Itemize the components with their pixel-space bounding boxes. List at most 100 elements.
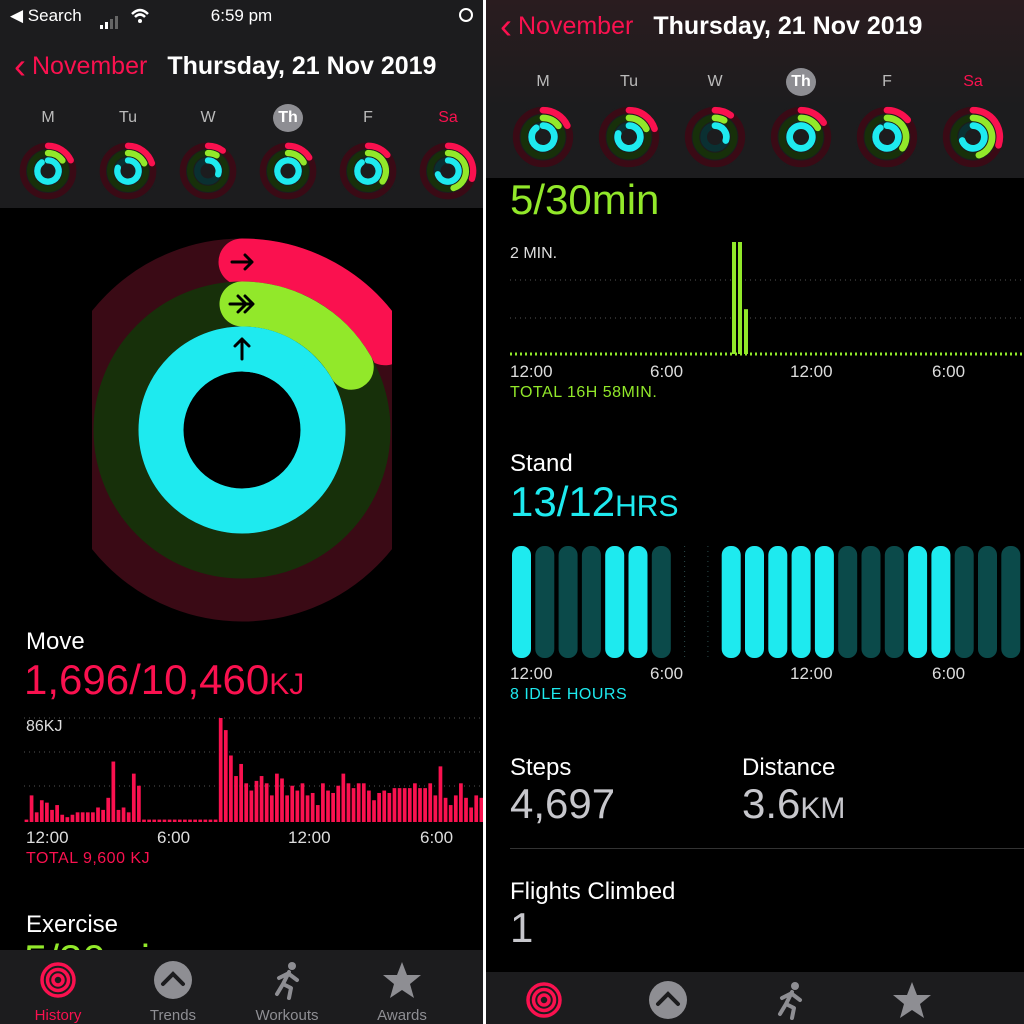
move-bar bbox=[55, 805, 59, 822]
day-label: F bbox=[882, 73, 892, 90]
exercise-value: 5/30min bbox=[510, 176, 660, 223]
move-bar bbox=[453, 795, 458, 822]
stand-hour-bar bbox=[814, 546, 834, 658]
tab-workouts-right[interactable] bbox=[740, 980, 840, 1024]
tab-trends[interactable]: Trends bbox=[123, 960, 223, 1024]
move-bar bbox=[177, 819, 182, 822]
chevron-left-icon[interactable]: ‹ bbox=[500, 5, 512, 46]
stand-tick-2: 6:00 bbox=[650, 664, 684, 683]
stand-hour-bar bbox=[605, 546, 625, 658]
exercise-bar bbox=[744, 309, 748, 354]
move-bar bbox=[407, 788, 412, 822]
exercise-ring-progress bbox=[444, 149, 470, 192]
move-bar bbox=[24, 819, 29, 822]
date-header: ‹ November Thursday, 21 Nov 2019 M Tu W Th F… bbox=[0, 32, 483, 208]
move-bar bbox=[418, 788, 422, 822]
stand-hour-bar bbox=[512, 546, 531, 658]
tab-history-right[interactable] bbox=[494, 980, 594, 1024]
stand-idle-bar bbox=[838, 546, 858, 658]
stand-ring-overlap bbox=[219, 326, 306, 383]
exercise-bar bbox=[732, 242, 736, 354]
tab-awards[interactable]: Awards bbox=[352, 960, 452, 1024]
day-th[interactable]: Th bbox=[758, 68, 844, 170]
signal-icon bbox=[100, 9, 120, 29]
orientation-lock-icon bbox=[459, 8, 473, 22]
back-month-button[interactable]: November bbox=[32, 51, 148, 80]
day-tu[interactable]: Tu bbox=[88, 104, 168, 202]
move-ring-progress bbox=[364, 142, 391, 159]
move-bar bbox=[234, 776, 238, 822]
move-bar bbox=[326, 790, 330, 822]
move-bar bbox=[39, 800, 44, 822]
stand-ring-progress bbox=[114, 157, 142, 185]
move-value: 1,696/10,460KJ bbox=[24, 656, 305, 703]
move-total: TOTAL 9,600 KJ bbox=[26, 850, 151, 867]
move-bar bbox=[183, 819, 187, 822]
date-title: Thursday, 21 Nov 2019 bbox=[167, 51, 437, 80]
day-w[interactable]: W bbox=[168, 104, 248, 202]
back-to-search-link[interactable]: ◀ Search bbox=[10, 6, 82, 25]
move-bar bbox=[331, 792, 335, 822]
activity-rings[interactable] bbox=[92, 234, 392, 624]
day-w[interactable]: W bbox=[672, 68, 758, 170]
stand-hour-bar bbox=[791, 546, 811, 658]
day-th[interactable]: Th bbox=[248, 104, 328, 202]
move-bar bbox=[469, 807, 473, 822]
move-bar bbox=[147, 819, 151, 822]
move-bar bbox=[459, 783, 463, 822]
move-bar bbox=[356, 783, 361, 822]
move-bar bbox=[438, 766, 443, 822]
exercise-ring-progress bbox=[969, 114, 996, 159]
move-bar bbox=[259, 776, 264, 822]
move-bar bbox=[315, 805, 320, 822]
day-f[interactable]: F bbox=[844, 68, 930, 170]
move-tick-4: 6:00 bbox=[420, 828, 454, 847]
move-ring-progress bbox=[444, 142, 477, 182]
day-f[interactable]: F bbox=[328, 104, 408, 202]
move-bar bbox=[377, 792, 381, 822]
move-bar bbox=[162, 819, 167, 822]
day-tu[interactable]: Tu bbox=[586, 68, 672, 170]
move-bar bbox=[423, 788, 427, 822]
move-bar bbox=[239, 763, 243, 822]
move-bar bbox=[295, 790, 300, 822]
move-bar bbox=[346, 783, 351, 822]
move-bar bbox=[131, 773, 136, 822]
stand-unit: HRS bbox=[615, 490, 679, 523]
move-bar bbox=[387, 792, 392, 822]
tab-trends-right[interactable] bbox=[618, 980, 718, 1024]
day-rings-icon bbox=[855, 105, 919, 169]
running-figure-icon bbox=[778, 982, 802, 1020]
back-month-button-right[interactable]: November bbox=[518, 11, 634, 40]
stand-ring-progress bbox=[958, 122, 988, 152]
move-ring-progress bbox=[539, 106, 571, 129]
move-bar bbox=[213, 819, 218, 822]
tab-history[interactable]: History bbox=[8, 960, 108, 1024]
tab-workouts[interactable]: Workouts bbox=[237, 960, 337, 1024]
chevron-left-icon[interactable]: ‹ bbox=[14, 45, 26, 86]
move-bar bbox=[157, 819, 162, 822]
move-chart bbox=[24, 717, 483, 822]
move-bar bbox=[305, 795, 310, 822]
day-sa[interactable]: Sa bbox=[408, 104, 483, 202]
move-ring-progress bbox=[204, 142, 226, 154]
move-ring-progress bbox=[44, 142, 74, 164]
move-bar bbox=[397, 788, 402, 822]
stand-ring-progress bbox=[528, 122, 558, 152]
move-bar bbox=[229, 755, 233, 822]
day-m[interactable]: M bbox=[8, 104, 88, 202]
move-title: Move bbox=[26, 628, 85, 655]
move-ring-progress bbox=[625, 106, 658, 133]
move-bar bbox=[101, 809, 105, 822]
move-bar bbox=[85, 812, 90, 822]
move-ymax-label: 86KJ bbox=[26, 718, 63, 735]
stand-idle-bar bbox=[978, 546, 997, 658]
day-sa[interactable]: Sa bbox=[930, 68, 1016, 170]
move-bar bbox=[264, 783, 269, 822]
exercise-tick-2: 6:00 bbox=[650, 362, 684, 381]
day-m[interactable]: M bbox=[500, 68, 586, 170]
move-bar bbox=[152, 819, 157, 822]
tab-awards-right[interactable] bbox=[862, 980, 962, 1024]
day-rings-icon bbox=[17, 140, 79, 202]
move-bar bbox=[65, 817, 70, 822]
